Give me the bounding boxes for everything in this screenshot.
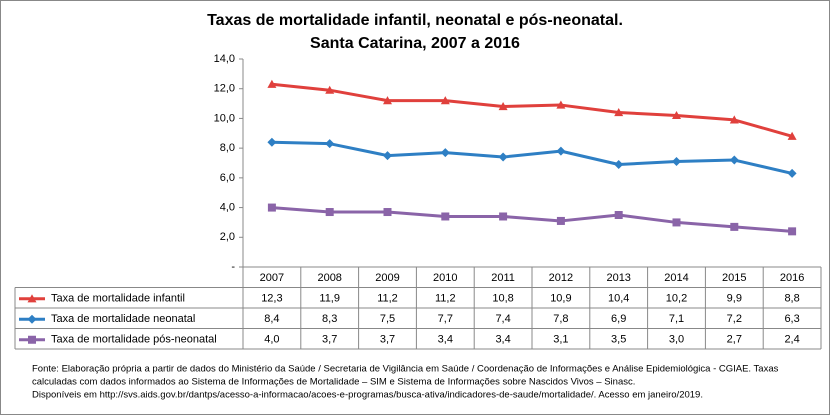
point	[614, 159, 624, 169]
data-label: 10,8	[492, 293, 513, 305]
legend-label: Taxa de mortalidade infantil	[51, 293, 185, 305]
x-tick-label: 2010	[433, 272, 457, 284]
legend-marker	[28, 335, 36, 344]
note: Fonte: Elaboração própria a partir de da…	[32, 364, 779, 375]
y-tick-label: 4,0	[220, 201, 235, 213]
data-label: 12,3	[261, 293, 282, 305]
y-tick-label: 12,0	[214, 83, 235, 95]
point	[672, 218, 681, 227]
chart-title: Taxas de mortalidade infantil, neonatal …	[207, 12, 623, 29]
data-label: 4,0	[264, 334, 279, 346]
data-label: 3,7	[322, 334, 337, 346]
point	[267, 79, 277, 88]
y-tick-label: 8,0	[220, 142, 235, 154]
point	[729, 115, 739, 124]
data-label: 11,2	[377, 293, 398, 305]
point	[499, 212, 508, 221]
point	[325, 208, 334, 217]
point	[498, 102, 508, 111]
data-label: 2,7	[727, 334, 742, 346]
data-label: 3,4	[438, 334, 453, 346]
data-label: 11,2	[435, 293, 456, 305]
note: calculadas com dados informados ao Siste…	[32, 377, 635, 388]
point	[325, 85, 335, 94]
legend-marker	[27, 314, 37, 324]
legend-label: Taxa de mortalidade pós-neonatal	[51, 334, 217, 346]
y-tick-label: 10,0	[214, 112, 235, 124]
data-label: 2,4	[784, 334, 799, 346]
point	[556, 100, 566, 109]
x-tick-label: 2015	[722, 272, 746, 284]
y-tick-label: -	[231, 261, 235, 273]
point	[729, 155, 739, 165]
point	[556, 216, 565, 225]
data-label: 10,9	[550, 293, 571, 305]
point	[672, 110, 681, 120]
data-label: 7,2	[727, 313, 742, 325]
series-line	[271, 140, 793, 175]
data-label: 7,1	[669, 313, 684, 325]
data-label: 6,9	[611, 313, 626, 325]
data-label: 7,5	[380, 313, 395, 325]
x-tick-label: 2014	[664, 272, 688, 284]
point	[787, 168, 797, 178]
x-tick-label: 2011	[491, 272, 515, 284]
y-tick-label: 2,0	[220, 231, 235, 243]
point	[672, 157, 681, 167]
data-label: 7,8	[553, 313, 568, 325]
point	[787, 131, 797, 140]
data-label: 3,0	[669, 334, 684, 346]
note: Disponíveis em http://svs.aids.gov.br/da…	[32, 390, 703, 401]
data-label: 8,8	[784, 293, 799, 305]
data-label: 10,2	[666, 293, 687, 305]
point	[267, 137, 277, 147]
x-tick-label: 2012	[549, 272, 573, 284]
y-tick-label: 6,0	[220, 172, 235, 184]
chart-subtitle: Santa Catarina, 2007 a 2016	[310, 35, 520, 52]
data-label: 3,7	[380, 334, 395, 346]
data-label: 3,5	[611, 334, 626, 346]
x-tick-label: 2007	[260, 272, 284, 284]
point	[267, 203, 276, 212]
data-label: 7,7	[438, 313, 453, 325]
x-tick-label: 2009	[375, 272, 399, 284]
legend-label: Taxa de mortalidade neonatal	[51, 313, 195, 325]
point	[440, 148, 450, 158]
point	[614, 211, 623, 219]
data-label: 9,9	[727, 293, 742, 305]
series-line	[271, 82, 793, 138]
point	[556, 146, 566, 156]
y-tick-label: 14,0	[214, 53, 235, 65]
x-tick-label: 2008	[317, 272, 341, 284]
data-label: 3,4	[495, 334, 510, 346]
point	[614, 107, 624, 117]
point	[788, 227, 797, 236]
data-label: 10,4	[608, 293, 629, 305]
data-label: 8,3	[322, 313, 337, 325]
point	[498, 152, 508, 162]
point	[383, 208, 392, 217]
point	[325, 139, 335, 149]
series-line	[271, 206, 793, 233]
point	[383, 151, 392, 161]
x-tick-label: 2013	[606, 272, 630, 284]
x-tick-label: 2016	[780, 272, 804, 284]
data-label: 6,3	[784, 313, 799, 325]
point	[730, 222, 739, 231]
point	[441, 212, 450, 221]
point	[383, 96, 392, 105]
data-label: 3,1	[553, 334, 568, 346]
data-label: 7,4	[495, 313, 510, 325]
legend-marker	[27, 294, 37, 303]
point	[440, 96, 450, 105]
data-label: 11,9	[319, 293, 340, 305]
data-label: 8,4	[264, 313, 279, 325]
